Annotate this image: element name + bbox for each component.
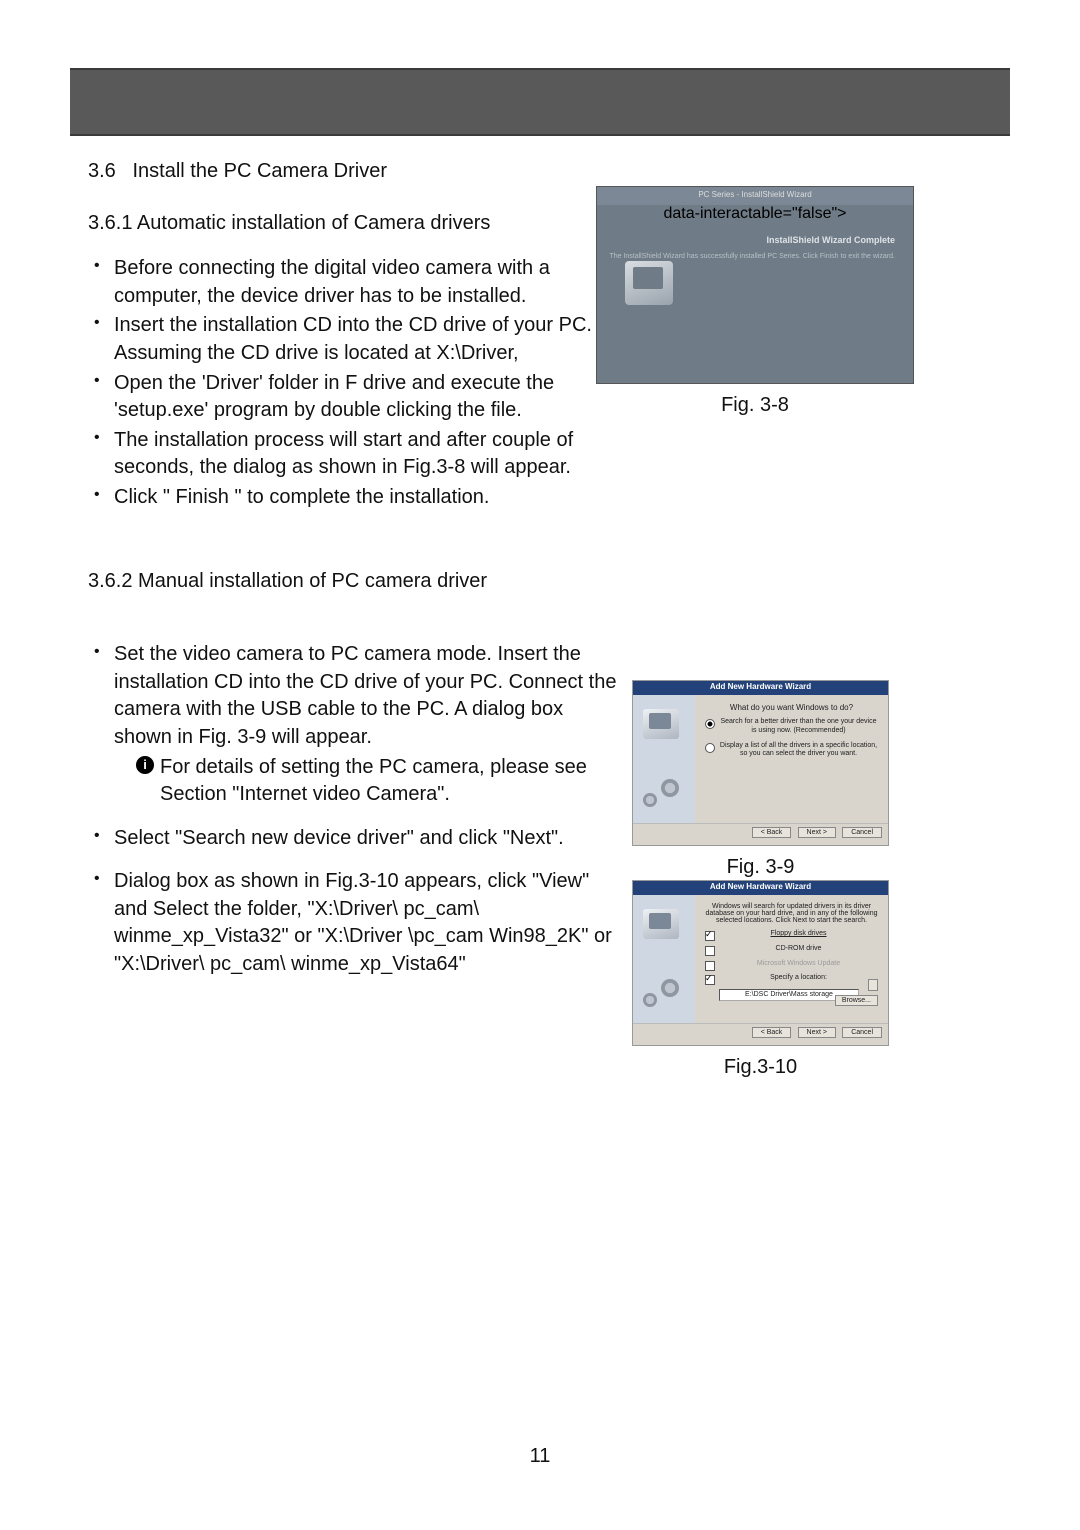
section-title: 3.6 Install the PC Camera Driver — [88, 158, 618, 186]
figure-caption: Fig.3-10 — [632, 1056, 889, 1079]
wizard-buttons: < Back Next > Cancel — [633, 1023, 888, 1045]
list-item: Open the 'Driver' folder in F drive and … — [88, 370, 618, 425]
hardware-wizard-window: Add New Hardware Wizard What do you want… — [632, 680, 889, 846]
gear-icon — [643, 793, 657, 807]
wizard-intro: Windows will search for updated drivers … — [705, 903, 878, 924]
figure-caption: Fig. 3-8 — [596, 394, 914, 417]
wizard-sidebar — [633, 895, 695, 1023]
list-item: Click " Finish " to complete the install… — [88, 484, 618, 512]
list-item: The installation process will start and … — [88, 427, 618, 482]
list-item: Select "Search new device driver" and cl… — [88, 825, 618, 853]
computer-icon — [625, 261, 673, 305]
wizard-question: What do you want Windows to do? — [705, 703, 878, 712]
browse-button[interactable]: Browse... — [835, 995, 878, 1006]
left-column: 3.6 Install the PC Camera Driver 3.6.1 A… — [88, 158, 618, 979]
figure-3-8: PC Series - InstallShield Wizard data-in… — [596, 186, 914, 417]
gear-icon — [661, 779, 679, 797]
cancel-button[interactable]: Cancel — [842, 827, 882, 838]
computer-icon — [643, 909, 679, 939]
info-icon: i — [136, 756, 154, 774]
gear-icon — [661, 979, 679, 997]
subsection-3-6-2: 3.6.2 Manual installation of PC camera d… — [88, 568, 618, 596]
radio-search-better[interactable]: Search for a better driver than the one … — [705, 718, 878, 736]
wizard-headline: InstallShield Wizard Complete — [767, 235, 895, 245]
check-floppy[interactable]: Floppy disk drives — [705, 930, 878, 939]
check-windows-update: Microsoft Windows Update — [705, 960, 878, 969]
manual-install-list-3: Dialog box as shown in Fig.3-10 appears,… — [88, 868, 618, 978]
window-titlebar: Add New Hardware Wizard — [633, 681, 888, 695]
radio-display-list[interactable]: Display a list of all the drivers in a s… — [705, 742, 878, 760]
section-heading: Install the PC Camera Driver — [132, 160, 387, 182]
computer-icon — [643, 709, 679, 739]
cancel-button[interactable]: Cancel — [842, 1027, 882, 1038]
figure-caption: Fig. 3-9 — [632, 856, 889, 879]
figure-3-9: Add New Hardware Wizard What do you want… — [632, 680, 889, 879]
manual-install-list: Set the video camera to PC camera mode. … — [88, 641, 618, 809]
info-text: For details of setting the PC camera, pl… — [160, 756, 587, 806]
wizard-main: Windows will search for updated drivers … — [695, 895, 888, 1023]
back-button[interactable]: < Back — [752, 827, 792, 838]
window-titlebar: PC Series - InstallShield Wizard — [597, 187, 913, 205]
figure-3-10: Add New Hardware Wizard Windows will sea… — [632, 880, 889, 1079]
section-number: 3.6 — [88, 160, 116, 182]
page-number: 11 — [0, 1445, 1080, 1468]
wizard-text: The InstallShield Wizard has successfull… — [609, 253, 895, 260]
hardware-wizard-window: Add New Hardware Wizard Windows will sea… — [632, 880, 889, 1046]
bullet-text: Set the video camera to PC camera mode. … — [114, 643, 616, 748]
list-item: Before connecting the digital video came… — [88, 255, 618, 310]
list-item: Insert the installation CD into the CD d… — [88, 312, 618, 367]
wizard-main: What do you want Windows to do? Search f… — [695, 695, 888, 823]
list-item: Dialog box as shown in Fig.3-10 appears,… — [88, 868, 618, 978]
next-button[interactable]: Next > — [798, 1027, 836, 1038]
auto-install-list: Before connecting the digital video came… — [88, 255, 618, 511]
header-band — [70, 68, 1010, 136]
installshield-window: PC Series - InstallShield Wizard data-in… — [596, 186, 914, 384]
check-cdrom[interactable]: CD-ROM drive — [705, 945, 878, 954]
window-titlebar: Add New Hardware Wizard — [633, 881, 888, 895]
subsection-3-6-1: 3.6.1 Automatic installation of Camera d… — [88, 210, 618, 238]
manual-install-list-2: Select "Search new device driver" and cl… — [88, 825, 618, 853]
check-specify-location[interactable]: Specify a location: — [705, 974, 878, 983]
wizard-buttons: < Back Next > Cancel — [633, 823, 888, 845]
list-item: Set the video camera to PC camera mode. … — [88, 641, 618, 809]
wizard-sidebar — [633, 695, 695, 823]
gear-icon — [643, 993, 657, 1007]
info-note: i For details of setting the PC camera, … — [114, 754, 618, 809]
dropdown-icon[interactable] — [868, 979, 878, 991]
next-button[interactable]: Next > — [798, 827, 836, 838]
back-button[interactable]: < Back — [752, 1027, 792, 1038]
